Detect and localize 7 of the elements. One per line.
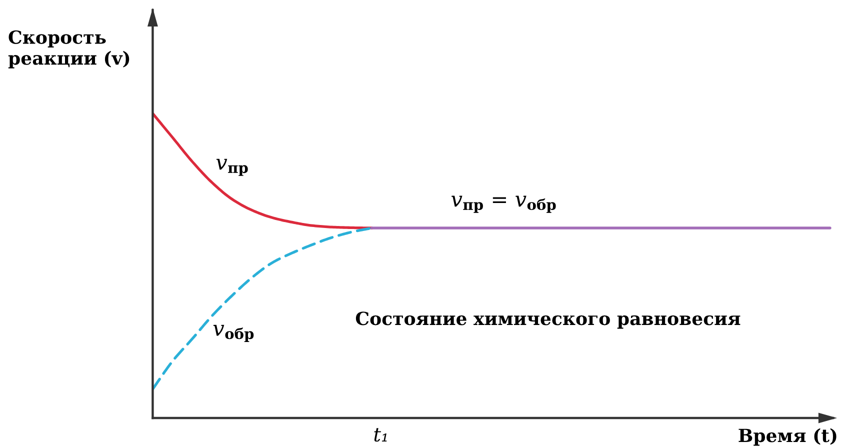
x-axis-title: Время (t) (738, 428, 836, 446)
annotation: Состояние химического равновесия (356, 312, 740, 329)
series-label: v$_{пр}$ (216, 158, 248, 176)
series-label: v$_{пр}$ = v$_{обр}$ (452, 196, 556, 213)
series-label: v$_{обр}$ (213, 324, 254, 342)
y-axis-title: Скорость реакции (v) (8, 30, 130, 68)
text: t₁ (374, 428, 387, 442)
